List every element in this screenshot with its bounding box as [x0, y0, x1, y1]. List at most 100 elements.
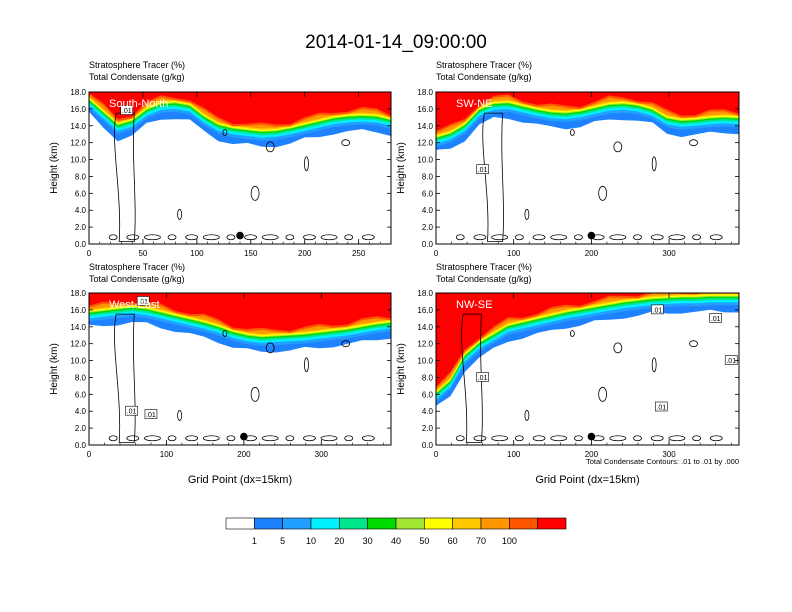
contour-label-box	[136, 296, 150, 306]
contour-line	[574, 234, 583, 241]
contour-line	[167, 234, 177, 241]
variable-label-tracer: Stratosphere Tracer (%)	[89, 262, 185, 272]
panel-name: SW-NE	[456, 98, 492, 110]
colorbar-label: 100	[502, 536, 517, 546]
contour-line	[650, 234, 664, 241]
plot-area: .01 .01 .01	[89, 293, 391, 445]
y-tick-label: 0.0	[422, 441, 434, 450]
contour-line	[320, 234, 338, 241]
y-tick-label: 4.0	[75, 407, 87, 416]
contour-line	[550, 435, 568, 442]
contour-line	[226, 234, 236, 241]
contour-label-box	[709, 313, 722, 323]
x-tick-label: 100	[507, 249, 521, 258]
x-tick-label: 200	[585, 450, 599, 459]
y-tick-label: 18.0	[70, 88, 86, 97]
contour-label-box	[651, 304, 664, 315]
y-tick-label: 6.0	[75, 189, 87, 198]
contour-line	[668, 435, 686, 442]
y-tick-label: 18.0	[70, 289, 86, 298]
variable-label-tracer: Stratosphere Tracer (%)	[436, 60, 532, 70]
colorbar-swatch	[282, 517, 312, 530]
variable-label-condensate: Total Condensate (g/kg)	[89, 274, 185, 284]
contour-line	[491, 435, 509, 442]
contour-line	[261, 234, 279, 241]
y-tick-label: 10.0	[70, 357, 86, 366]
contour-label-box	[476, 164, 489, 174]
contour-line	[304, 156, 309, 172]
y-tick-label: 4.0	[75, 206, 87, 215]
variable-label-tracer: Stratosphere Tracer (%)	[436, 262, 532, 272]
contour-line	[482, 112, 504, 242]
variable-label-condensate: Total Condensate (g/kg)	[89, 72, 185, 82]
contour-line	[532, 234, 546, 241]
colorbar-label: 60	[448, 536, 458, 546]
x-tick-label: 0	[434, 450, 439, 459]
contour-label: .01	[653, 307, 663, 314]
page-title: 2014-01-14_09:00:00	[305, 32, 487, 53]
y-tick-label: 2.0	[75, 223, 87, 232]
contour-label: .01	[138, 299, 148, 306]
contour-line	[651, 156, 657, 172]
y-tick-label: 4.0	[422, 206, 434, 215]
y-tick-label: 2.0	[75, 424, 87, 433]
contour-line	[609, 435, 627, 442]
y-tick-label: 6.0	[422, 189, 434, 198]
tracer-fringe	[89, 316, 391, 353]
contour-line	[473, 435, 487, 442]
colorbar-swatch	[424, 517, 453, 530]
x-tick-label: 300	[662, 450, 676, 459]
contour-line	[304, 357, 309, 373]
x-tick-label: 100	[160, 450, 174, 459]
y-tick-label: 8.0	[75, 172, 87, 181]
colorbar-swatch	[225, 517, 255, 530]
plot-area: .01	[436, 92, 739, 244]
contour-line	[144, 234, 161, 241]
y-tick-label: 0.0	[75, 240, 87, 249]
contour-label-box	[476, 372, 489, 382]
contour-line	[514, 435, 524, 442]
location-marker	[587, 432, 596, 441]
colorbar-swatch	[509, 517, 538, 530]
contour-line	[651, 357, 657, 373]
contour-line	[668, 234, 686, 241]
y-axis-label: Height (km)	[49, 142, 60, 194]
contour-label: .01	[127, 409, 137, 416]
x-tick-label: 50	[138, 249, 147, 258]
contour-line	[250, 386, 260, 402]
panel-name: NW-SE	[456, 299, 492, 311]
contour-line	[455, 234, 465, 241]
contour-line	[473, 234, 487, 241]
variable-label-condensate: Total Condensate (g/kg)	[436, 274, 532, 284]
contour-line	[650, 435, 664, 442]
contour-line	[461, 313, 483, 443]
y-tick-label: 14.0	[417, 323, 433, 332]
contour-label: .01	[122, 108, 132, 115]
colorbar-swatch	[480, 517, 510, 530]
x-tick-label: 100	[507, 450, 521, 459]
contour-label: .01	[711, 316, 721, 323]
contour-line	[226, 435, 236, 442]
contour-line	[598, 185, 608, 201]
contour-line	[689, 340, 698, 348]
tracer-layer	[89, 92, 391, 125]
contour-line	[344, 435, 354, 442]
contour-line	[177, 209, 183, 220]
contour-line	[167, 435, 177, 442]
colorbar-swatch	[339, 517, 368, 530]
y-axis-label: Height (km)	[49, 343, 60, 395]
y-tick-label: 12.0	[417, 139, 433, 148]
contour-label-box	[120, 105, 134, 115]
condensate-contours	[455, 112, 723, 242]
tracer-layer	[436, 92, 739, 131]
contour-line	[524, 209, 530, 220]
y-tick-label: 18.0	[417, 289, 433, 298]
contour-line	[303, 234, 316, 241]
contour-label: .01	[478, 167, 488, 174]
y-tick-label: 16.0	[417, 306, 433, 315]
y-tick-label: 14.0	[417, 122, 433, 131]
x-tick-label: 0	[434, 249, 439, 258]
plot-frame	[435, 292, 740, 446]
contour-line	[222, 129, 228, 136]
contour-line	[144, 435, 161, 442]
